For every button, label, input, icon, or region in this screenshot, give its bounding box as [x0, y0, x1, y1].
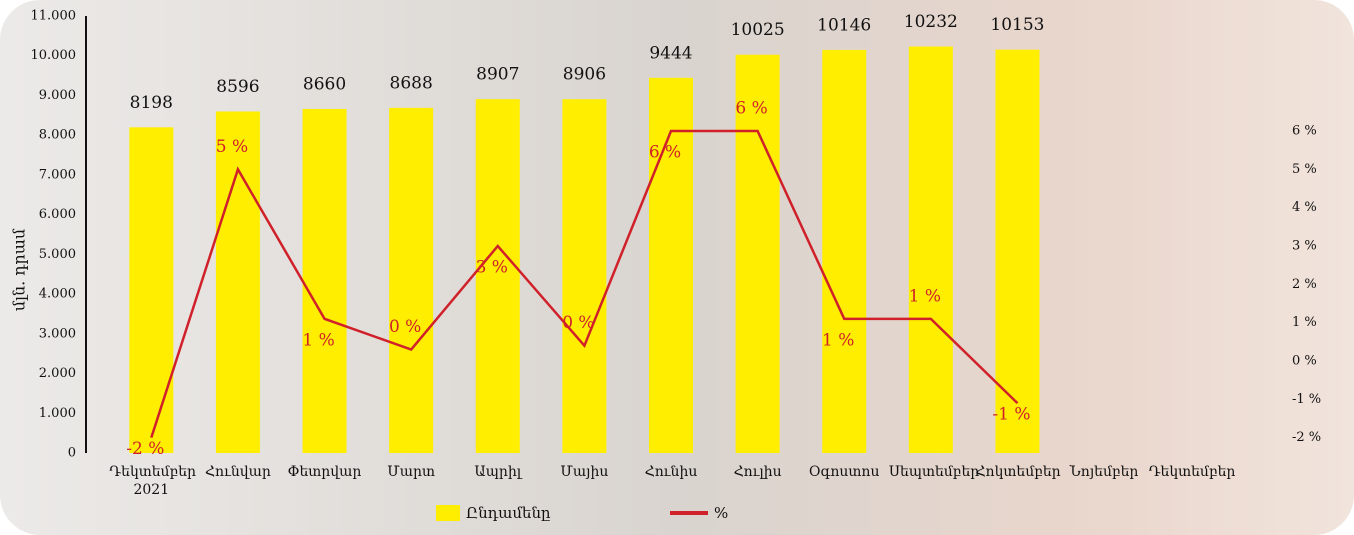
x-tick-label: Հունիս [644, 464, 698, 480]
bar-value-label: 8688 [390, 73, 433, 93]
y2-tick-label: 1 % [1292, 315, 1317, 330]
y-tick-label: 6.000 [39, 207, 76, 222]
x-tick-label: Հուլիս [733, 464, 782, 480]
line-value-label: 6 % [649, 143, 681, 163]
y-tick-label: 1.000 [39, 406, 76, 421]
bar [822, 49, 867, 453]
y-tick-label: 5.000 [39, 247, 76, 262]
y2-tick-label: -2 % [1292, 430, 1321, 445]
x-tick-label: Դեկտեմբեր 2021 [109, 464, 197, 498]
bar-value-label: 8906 [563, 65, 606, 85]
line-value-label: 0 % [389, 317, 421, 337]
y2-tick-label: 5 % [1292, 162, 1317, 177]
bar [302, 108, 347, 453]
y-tick-label: 10.000 [31, 48, 77, 63]
y2-tick-label: 2 % [1292, 277, 1317, 292]
bar [908, 46, 953, 453]
line-value-label: -2 % [126, 439, 164, 459]
y-tick-label: 9.000 [39, 88, 76, 103]
line [150, 129, 1019, 439]
bar-value-label: 9444 [649, 43, 692, 63]
x-tick-label: Նոյեմբեր [1069, 464, 1139, 480]
y-tick-label: 3.000 [39, 326, 76, 341]
bar [562, 99, 607, 454]
legend-label: % [714, 504, 728, 522]
bar-value-label: 10153 [990, 15, 1044, 35]
x-tick-label: Մարտ [387, 464, 436, 480]
y-tick-label: 0 [68, 446, 76, 461]
bar [389, 107, 434, 453]
bar [995, 49, 1040, 454]
bar-value-label: 8596 [216, 77, 259, 97]
bar-value-label: 8660 [303, 74, 346, 94]
bar [129, 127, 174, 453]
bar [215, 111, 260, 453]
bar [475, 99, 520, 454]
y-tick-label: 2.000 [39, 366, 76, 381]
y2-tick-label: -1 % [1292, 392, 1321, 407]
y-tick-label: 7.000 [39, 167, 76, 182]
x-tick-label: Փետրվար [287, 464, 362, 480]
x-tick-label: Մայիս [560, 464, 609, 480]
bar [649, 77, 693, 453]
legend-label: Ընդամենը [466, 504, 551, 522]
x-tick-label: Ապրիլ [474, 464, 522, 480]
y2-tick-label: 3 % [1292, 239, 1317, 254]
bar [735, 54, 780, 453]
bar-value-label: 8198 [130, 93, 173, 113]
x-tick-label: Հոկտեմբեր [975, 464, 1061, 480]
y-tick-label: 8.000 [39, 128, 76, 143]
line-value-label: 0 % [562, 313, 594, 333]
y2-tick-label: 0 % [1292, 354, 1317, 369]
y-tick-label: 11.000 [31, 9, 77, 24]
legend-swatch [436, 505, 460, 521]
line-value-label: 6 % [735, 99, 767, 119]
x-tick-label: Սեպտեմբեր [888, 464, 980, 480]
x-tick-label: Օգոստոս [808, 464, 880, 480]
line-value-label: 1 % [822, 330, 854, 350]
line-value-label: 5 % [216, 137, 248, 157]
bar-value-label: 10146 [817, 15, 871, 35]
bar-value-label: 8907 [476, 65, 519, 85]
line-value-label: 3 % [476, 258, 508, 278]
x-tick-label: Հունվար [204, 464, 271, 480]
y2-tick-label: 6 % [1292, 124, 1317, 139]
y-axis-title: մլն. դրամ [10, 228, 29, 311]
bar-value-label: 10025 [731, 20, 785, 40]
x-tick-label: Դեկտեմբեր [1148, 464, 1236, 480]
y-tick-label: 4.000 [39, 287, 76, 302]
line-value-label: 1 % [302, 330, 334, 350]
line-value-label: 1 % [909, 286, 941, 306]
y2-tick-label: 4 % [1292, 200, 1317, 215]
line-value-label: -1 % [992, 405, 1030, 425]
bar-value-label: 10232 [904, 12, 958, 32]
